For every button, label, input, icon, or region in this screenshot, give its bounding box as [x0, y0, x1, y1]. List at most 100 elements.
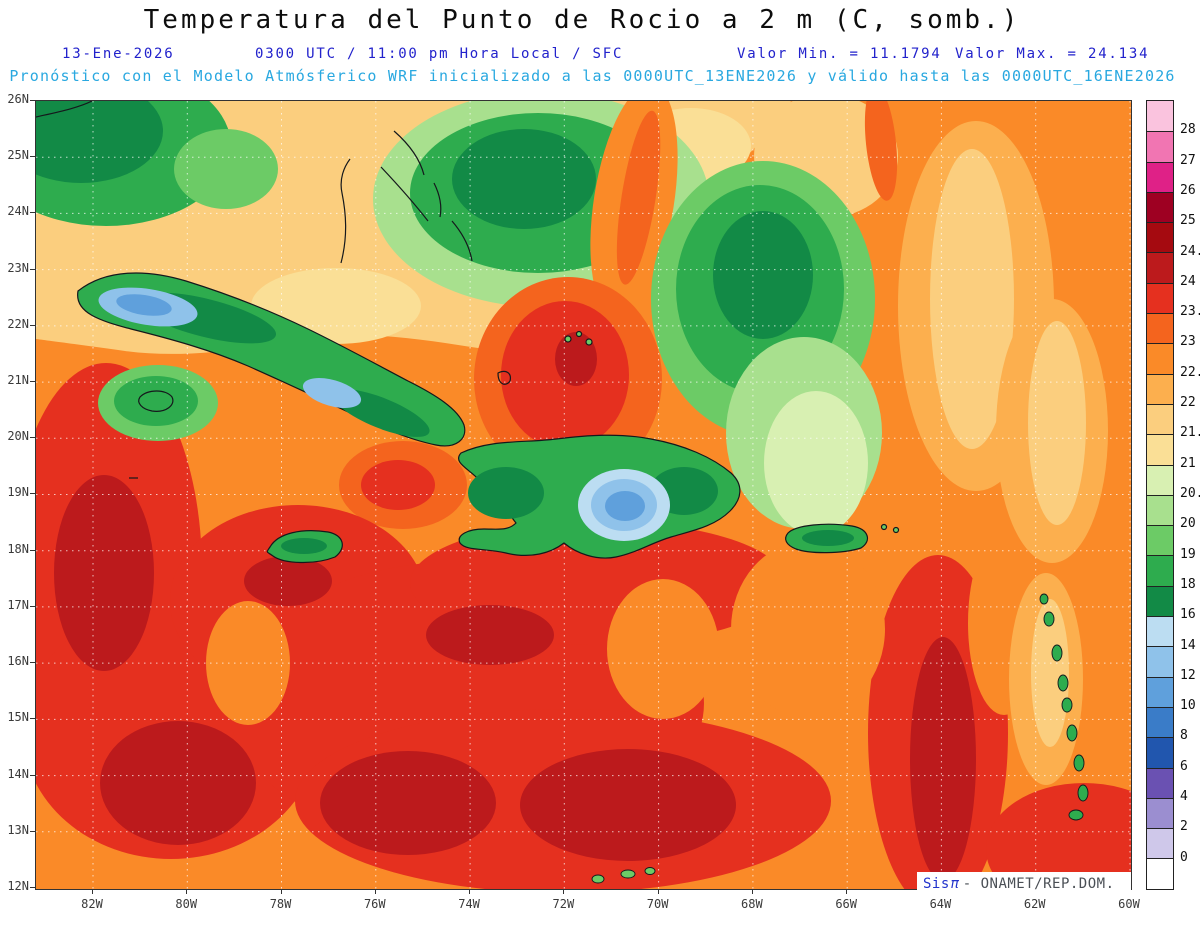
colorbar-tick-label: 2: [1180, 819, 1188, 835]
map-svg: [36, 101, 1131, 889]
colorbar: [1146, 100, 1174, 890]
valid-time: 0300 UTC / 11:00 pm Hora Local / SFC: [255, 46, 624, 62]
lat-tick-mark: [30, 100, 35, 101]
lat-tick-mark: [30, 718, 35, 720]
lon-tick-label: 82W: [81, 897, 103, 911]
watermark: Sis π - ONAMET/REP.DOM.: [917, 872, 1131, 896]
colorbar-segment: [1147, 646, 1173, 677]
lat-tick-mark: [30, 324, 35, 326]
lat-tick-mark: [30, 437, 35, 439]
colorbar-tick-label: 25: [1180, 213, 1196, 229]
lon-tick-label: 78W: [269, 897, 292, 911]
colorbar-tick-label: 22: [1180, 395, 1196, 411]
lat-tick-mark: [30, 549, 35, 551]
colorbar-segment: [1147, 555, 1173, 586]
lat-tick-label: 24N: [7, 204, 29, 219]
colorbar-tick-label: 18: [1180, 576, 1196, 592]
colorbar-segment: [1147, 767, 1173, 798]
lat-tick-mark: [30, 774, 35, 776]
lon-tick-label: 64W: [929, 897, 952, 911]
florida-coastline: [36, 101, 93, 118]
lat-tick-label: 18N: [7, 541, 29, 556]
model-info-line: Pronóstico con el Modelo Atmósferico WRF…: [9, 67, 1176, 85]
long-island-coastline: [451, 220, 473, 262]
colorbar-segment: [1147, 858, 1173, 889]
colorbar-tick-label: 4: [1180, 789, 1188, 805]
colorbar-tick-label: 23.5: [1180, 304, 1200, 320]
lat-tick-mark: [30, 212, 35, 214]
value-max-label: Valor Max. = 24.134: [955, 46, 1150, 62]
colorbar-tick-label: 12: [1180, 667, 1196, 683]
watermark-suffix: - ONAMET/REP.DOM.: [962, 876, 1115, 892]
isle-of-youth-coastline: [138, 390, 174, 412]
value-min-label: Valor Min. = 11.1794: [737, 46, 942, 62]
colorbar-segment: [1147, 252, 1173, 283]
lat-tick-label: 19N: [7, 485, 29, 500]
lon-tick-mark: [92, 889, 93, 894]
lon-tick-mark: [374, 889, 376, 894]
colorbar-segment: [1147, 616, 1173, 647]
lat-tick-mark: [30, 605, 35, 607]
great-inagua-coastline: [497, 370, 511, 385]
colorbar-tick-label: 8: [1180, 728, 1188, 744]
lat-tick-mark: [30, 830, 35, 832]
lon-tick-mark: [469, 889, 471, 894]
colorbar-segment: [1147, 828, 1173, 859]
lat-tick-label: 16N: [7, 654, 29, 669]
lon-tick-mark: [751, 889, 753, 894]
coastlines: [36, 101, 1089, 884]
lat-tick-label: 20N: [7, 429, 29, 444]
lat-tick-label: 17N: [7, 597, 29, 612]
lat-tick-label: 23N: [7, 260, 29, 275]
lat-tick-label: 14N: [7, 766, 29, 781]
colorbar-segments: [1147, 101, 1173, 889]
lesser-antilles: [1039, 593, 1089, 821]
lat-tick-mark: [30, 662, 35, 664]
colorbar-tick-label: 27: [1180, 152, 1196, 168]
colorbar-tick-label: 24.5: [1180, 243, 1200, 259]
colorbar-segment: [1147, 403, 1173, 435]
colorbar-tick-label: 14: [1180, 637, 1196, 653]
colorbar-segment: [1147, 191, 1173, 223]
lon-tick-label: 76W: [363, 897, 386, 911]
colorbar-segment: [1147, 737, 1173, 768]
colorbar-tick-label: 0: [1180, 849, 1188, 865]
colorbar-tick-label: 10: [1180, 698, 1196, 714]
lat-tick-label: 26N: [7, 92, 29, 106]
colorbar-segment: [1147, 101, 1173, 132]
colorbar-segment: [1147, 313, 1173, 344]
lat-tick-mark: [30, 268, 35, 270]
colorbar-tick-label: 24: [1180, 273, 1196, 289]
lon-tick-mark: [186, 889, 188, 894]
lat-tick-mark: [30, 493, 35, 495]
colorbar-segment: [1147, 373, 1173, 404]
cat-island-coastline: [433, 182, 442, 218]
colorbar-segment: [1147, 434, 1173, 465]
lat-tick-mark: [30, 381, 35, 383]
lon-tick-label: 70W: [646, 897, 669, 911]
colorbar-segment: [1147, 222, 1173, 253]
colorbar-segment: [1147, 282, 1173, 314]
colorbar-tick-label: 20.5: [1180, 486, 1200, 501]
abc-islands: [591, 867, 656, 884]
lon-tick-label: 74W: [458, 897, 480, 911]
virgin-islands: [892, 526, 900, 534]
colorbar-tick-label: 26: [1180, 182, 1196, 198]
colorbar-tick-label: 28: [1180, 122, 1196, 138]
exuma-chain-coastline: [380, 166, 429, 222]
colorbar-tick-label: 23: [1180, 334, 1196, 350]
lon-tick-label: 62W: [1023, 897, 1046, 911]
lat-tick-label: 22N: [7, 316, 29, 331]
colorbar-tick-label: 22.5: [1180, 364, 1200, 380]
colorbar-segment: [1147, 676, 1173, 707]
colorbar-segment: [1147, 464, 1173, 495]
lon-tick-mark: [563, 889, 565, 894]
lat-tick-mark: [30, 886, 35, 888]
colorbar-segment: [1147, 131, 1173, 162]
andros-coastline: [340, 158, 351, 264]
lat-tick-mark: [30, 156, 35, 158]
lat-tick-label: 13N: [7, 822, 29, 837]
colorbar-segment: [1147, 525, 1173, 556]
lat-tick-label: 21N: [7, 373, 29, 388]
colorbar-segment: [1147, 585, 1173, 617]
